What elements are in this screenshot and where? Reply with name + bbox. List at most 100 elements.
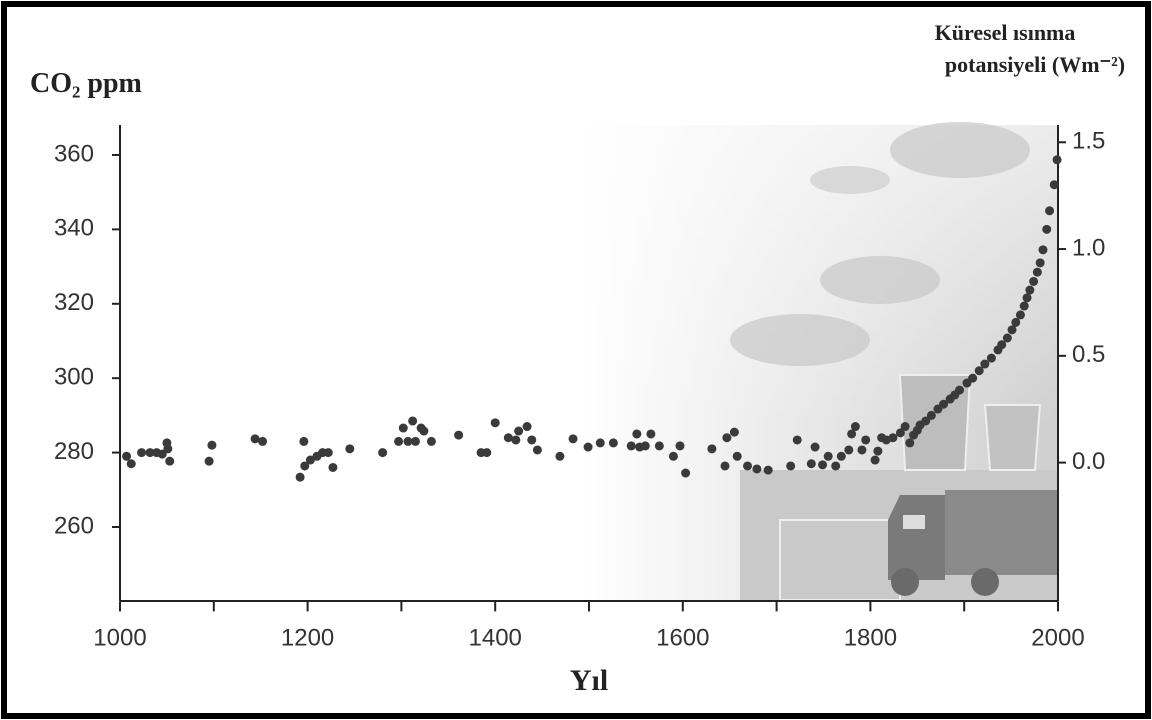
data-point <box>250 434 260 444</box>
data-point <box>926 410 936 420</box>
data-point <box>1052 155 1062 165</box>
y-tick-label: 300 <box>54 364 94 391</box>
data-point <box>1022 293 1032 303</box>
y2-tick-label: 1.0 <box>1072 234 1105 261</box>
data-point <box>1035 258 1045 268</box>
data-point <box>654 441 664 451</box>
data-point <box>752 464 762 474</box>
y-tick-label: 260 <box>54 512 94 539</box>
data-point <box>1029 276 1039 286</box>
data-point <box>720 461 730 471</box>
data-point <box>681 468 691 478</box>
data-point <box>743 461 753 471</box>
x-axis-label: Yıl <box>570 664 608 697</box>
data-point <box>939 399 949 409</box>
data-point <box>1007 325 1017 335</box>
data-point <box>921 416 931 426</box>
data-point <box>873 446 883 456</box>
data-point <box>503 433 513 443</box>
data-point <box>1049 180 1059 190</box>
data-point <box>905 438 915 448</box>
data-point <box>595 438 605 448</box>
data-point <box>640 441 650 451</box>
data-point <box>482 448 492 458</box>
data-point <box>394 436 404 446</box>
data-point <box>732 451 742 461</box>
data-point <box>980 359 990 369</box>
y-tick-label: 280 <box>54 438 94 465</box>
y2-axis-label: potansiyeli (Wm⁻²) <box>945 52 1125 77</box>
data-point <box>632 429 642 439</box>
data-point <box>527 435 537 445</box>
data-point <box>608 438 618 448</box>
data-point <box>997 340 1007 350</box>
data-point <box>850 422 860 432</box>
y2-axis-label: Küresel ısınma <box>935 20 1076 45</box>
y-tick-label: 360 <box>54 140 94 167</box>
data-point <box>454 430 464 440</box>
data-point <box>792 435 802 445</box>
data-point <box>305 455 315 465</box>
data-point <box>1025 285 1035 295</box>
y2-tick-label: 0.5 <box>1072 341 1105 368</box>
data-point <box>1038 245 1048 255</box>
data-point <box>857 445 867 455</box>
data-point <box>847 429 857 439</box>
data-point <box>165 456 175 466</box>
data-point <box>410 436 420 446</box>
data-point <box>836 451 846 461</box>
data-point <box>295 472 305 482</box>
data-point <box>1002 333 1012 343</box>
data-point <box>974 366 984 376</box>
x-tick-label: 1000 <box>93 625 146 652</box>
data-point <box>806 459 816 469</box>
data-point <box>955 385 965 395</box>
data-point <box>646 429 656 439</box>
y-tick-label: 320 <box>54 289 94 316</box>
data-point <box>532 445 542 455</box>
data-point <box>729 427 739 437</box>
data-point <box>1011 317 1021 327</box>
data-point <box>490 418 500 428</box>
x-tick-label: 1200 <box>281 625 334 652</box>
y2-tick-label: 0.0 <box>1072 448 1105 475</box>
data-point <box>986 353 996 363</box>
data-point <box>137 448 147 458</box>
data-point <box>122 451 132 461</box>
data-point <box>763 465 773 475</box>
data-point <box>583 442 593 452</box>
y-tick-label: 340 <box>54 215 94 242</box>
data-point <box>1042 224 1052 234</box>
y-axis-label: CO₂ ppm <box>30 68 142 99</box>
data-point <box>514 426 524 436</box>
data-point <box>722 433 732 443</box>
data-point <box>968 373 978 383</box>
data-point <box>328 462 338 472</box>
data-point <box>258 436 268 446</box>
data-point <box>1032 267 1042 277</box>
data-point <box>900 422 910 432</box>
data-point <box>895 428 905 438</box>
data-point <box>511 435 521 445</box>
data-point <box>299 436 309 446</box>
data-point <box>426 436 436 446</box>
data-point <box>163 444 173 454</box>
background-illustration <box>580 122 1058 601</box>
data-point <box>419 426 429 436</box>
x-tick-label: 2000 <box>1031 625 1084 652</box>
data-point <box>345 444 355 454</box>
data-point <box>204 456 214 466</box>
data-point <box>555 451 565 461</box>
data-point <box>818 460 828 470</box>
data-point <box>831 461 841 471</box>
data-point <box>1019 301 1029 311</box>
data-point <box>888 433 898 443</box>
data-point <box>1045 206 1055 216</box>
data-point <box>378 448 388 458</box>
data-point <box>626 441 636 451</box>
x-tick-label: 1600 <box>656 625 709 652</box>
data-point <box>1015 310 1025 320</box>
